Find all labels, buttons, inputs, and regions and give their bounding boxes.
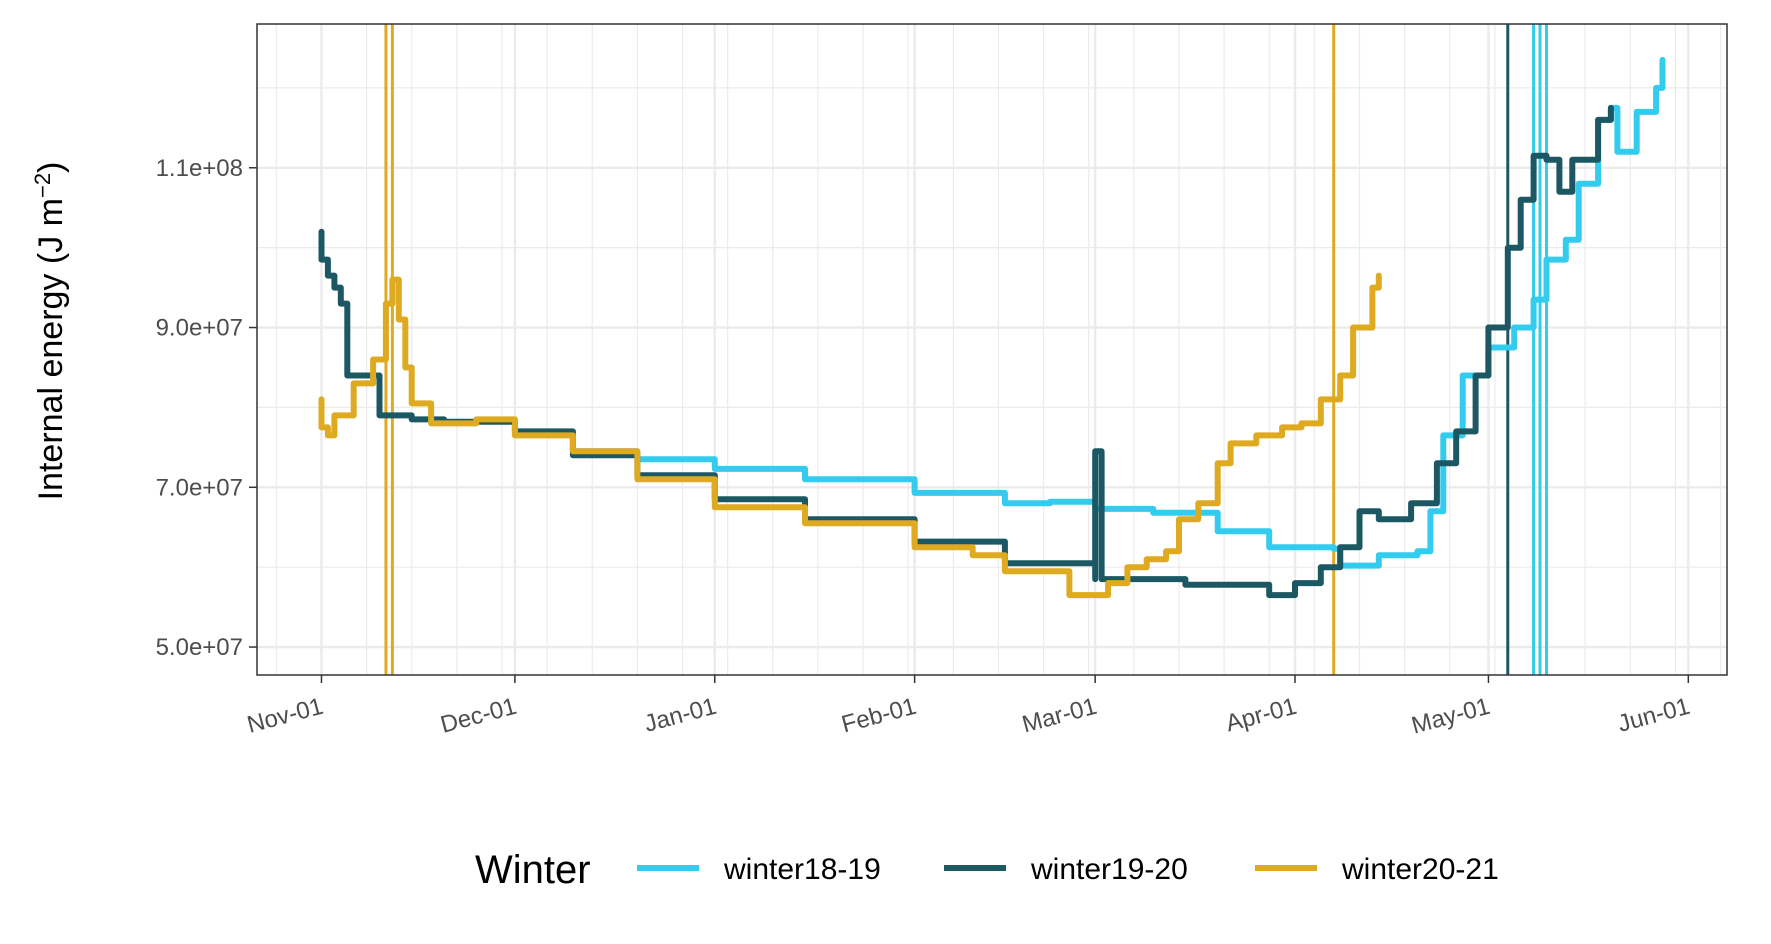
- x-tick-label: Apr-01: [1223, 693, 1300, 738]
- x-tick-label: Jun-01: [1615, 693, 1693, 738]
- y-axis-title: Internal energy (J m−2): [30, 162, 71, 501]
- y-axis: 5.0e+07 7.0e+07 9.0e+07 1.1e+08: [156, 155, 257, 661]
- x-tick-label: Feb-01: [839, 693, 919, 739]
- legend-label-winter19-20: winter19-20: [1030, 853, 1188, 886]
- x-tick-label: Dec-01: [438, 693, 520, 739]
- legend-label-winter18-19: winter18-19: [723, 853, 881, 886]
- y-tick-label: 9.0e+07: [156, 315, 243, 342]
- x-tick-label: Jan-01: [641, 693, 719, 738]
- panel-border-rect: [256, 23, 1728, 676]
- series-lines: [318, 56, 1666, 599]
- x-tick-label: May-01: [1409, 693, 1493, 740]
- y-tick-label: 5.0e+07: [156, 634, 243, 661]
- legend-title: Winter: [475, 848, 591, 892]
- y-tick-label: 7.0e+07: [156, 474, 243, 501]
- x-tick-label: Mar-01: [1019, 693, 1099, 739]
- y-tick-label: 1.1e+08: [156, 155, 243, 182]
- legend: Winter winter18-19 winter19-20 winter20-21: [475, 848, 1499, 892]
- plot-border: [256, 23, 1728, 676]
- x-tick-label: Nov-01: [244, 693, 326, 739]
- x-axis: Nov-01 Dec-01 Jan-01 Feb-01 Mar-01 Apr-01 May-…: [244, 675, 1693, 740]
- series-line-winter19-20: [318, 104, 1614, 599]
- series-line-winter20-21: [318, 272, 1382, 599]
- legend-label-winter20-21: winter20-21: [1341, 853, 1499, 886]
- minor-gridlines: [257, 24, 1727, 675]
